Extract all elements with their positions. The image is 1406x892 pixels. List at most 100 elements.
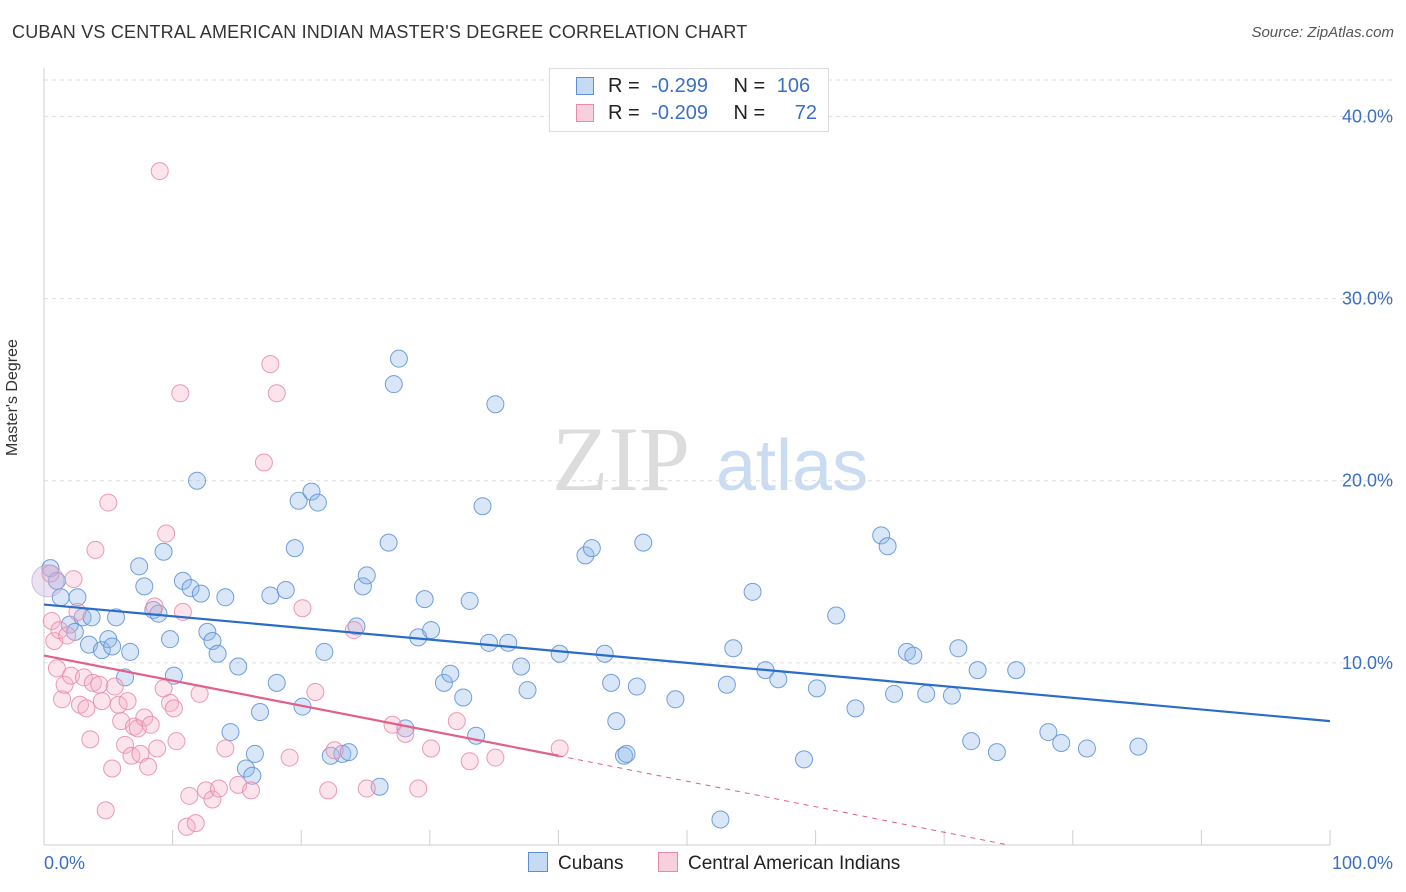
point-central-american-indians [180,786,199,805]
point-central-american-indians [83,673,102,692]
point-cubans [666,690,685,709]
point-cubans [379,533,398,552]
y-tick-label: 10.0% [1342,653,1393,673]
point-central-american-indians [177,817,196,836]
point-cubans [846,699,865,718]
point-cubans [236,759,255,778]
point-cubans [121,642,140,661]
point-cubans [188,471,207,490]
bottom-legend-label-central-american-indians: Central American Indians [688,853,901,874]
point-cubans [198,622,217,641]
point-central-american-indians [77,699,96,718]
point-central-american-indians [486,748,505,767]
point-cubans [795,750,814,769]
point-cubans [769,670,788,689]
point-cubans [512,657,531,676]
point-central-american-indians [216,739,235,758]
point-cubans [602,673,621,692]
point-cubans [1052,734,1071,752]
point-cubans [384,375,403,394]
legend-r-label: R = [608,75,640,97]
point-cubans [807,679,826,698]
point-cubans [872,526,891,545]
point-central-american-indians [150,162,169,181]
watermark: ZIP atlas [552,408,868,510]
bottom-legend-cubans: Cubans [528,852,624,875]
point-cubans [962,732,981,751]
point-cubans [1129,737,1148,756]
point-cubans [221,723,240,742]
point-cubans [711,810,730,829]
point-cubans [357,566,376,585]
point-cubans [308,493,327,512]
point-cubans [518,681,537,700]
point-central-american-indians [203,790,222,809]
point-cubans [486,395,505,414]
point-cubans [68,588,87,607]
point-central-american-indians [306,683,325,701]
point-cubans [302,482,321,501]
point-cubans [582,539,601,558]
point-cubans [885,684,904,703]
point-cubans [353,577,372,596]
point-central-american-indians [96,801,115,820]
legend-n-value: 106 [776,75,811,97]
point-cubans [434,673,453,692]
point-cubans [216,588,235,607]
point-cubans [1007,661,1026,680]
point-central-american-indians [42,611,61,630]
point-central-american-indians [157,524,176,543]
x-tick-label-min: 0.0% [44,853,85,873]
point-central-american-indians [293,599,312,618]
point-cubans [191,584,210,603]
x-tick-label-max: 100.0% [1332,853,1393,873]
series-cubans [41,349,1148,829]
point-central-american-indians [47,659,66,678]
point-cubans [1039,723,1058,742]
point-cubans [987,743,1006,762]
point-central-american-indians [145,597,164,616]
trend-lines [43,603,1331,846]
legend-swatch-cubans [576,77,594,95]
point-cubans [473,497,492,516]
point-cubans [949,639,968,658]
legend-text-cubans: R = -0.299 N = 106 [608,75,810,98]
point-cubans [276,581,295,599]
point-central-american-indians [92,692,111,711]
bottom-legend-central-american-indians: Central American Indians [658,852,900,875]
point-central-american-indians [344,621,363,640]
bottom-legend-swatch-cubans [528,852,548,872]
point-cubans [917,684,936,703]
point-central-american-indians [103,759,122,778]
point-cubans [550,644,569,663]
point-central-american-indians [58,626,77,645]
point-cubans [229,657,248,676]
point-cubans [208,644,227,663]
point-central-american-indians [254,453,273,472]
point-cubans [576,546,595,565]
point-cubans [161,630,180,649]
point-central-american-indians [447,712,466,731]
point-cubans [942,686,961,705]
point-cubans [135,577,154,596]
point-cubans [243,766,262,785]
point-cubans [261,586,280,605]
point-central-american-indians [164,699,183,718]
point-overlap [31,564,65,598]
point-central-american-indians [90,675,109,694]
point-central-american-indians [139,757,158,776]
point-cubans [267,673,286,692]
point-cubans [289,491,308,510]
point-cubans [422,621,441,640]
y-tick-labels: 10.0% 20.0% 30.0% 40.0% [1342,106,1393,672]
point-cubans [634,533,653,552]
point-central-american-indians [267,384,286,403]
point-central-american-indians [460,752,479,771]
point-cubans [389,349,408,368]
chart-title: CUBAN VS CENTRAL AMERICAN INDIAN MASTER'… [12,22,748,42]
point-central-american-indians [409,779,428,798]
point-cubans [245,744,264,763]
point-cubans [107,608,126,627]
point-central-american-indians [148,739,167,758]
gridlines [44,79,1393,664]
